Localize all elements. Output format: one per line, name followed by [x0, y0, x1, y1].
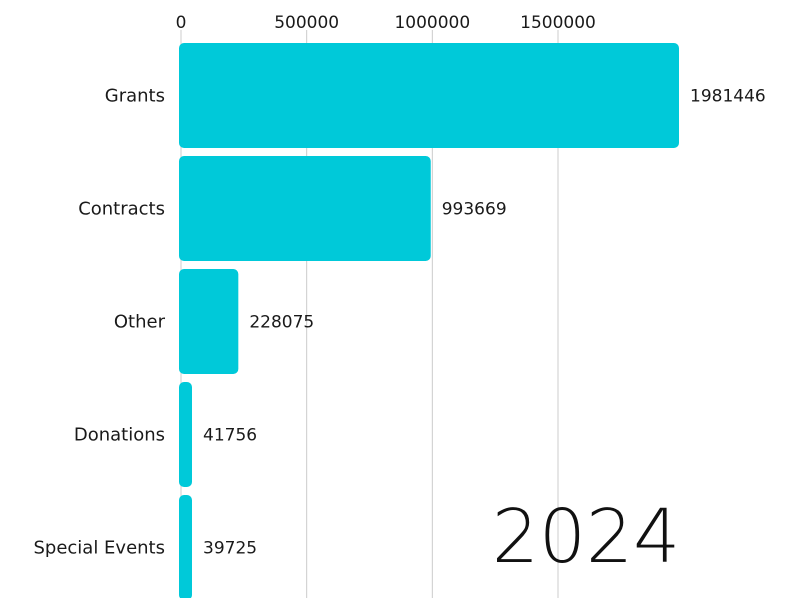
- category-label: Contracts: [78, 199, 165, 220]
- category-label: Donations: [74, 425, 165, 446]
- bar: [179, 43, 679, 148]
- value-label: 39725: [203, 539, 257, 559]
- bar: [179, 269, 239, 374]
- year-label: 2024: [492, 494, 680, 580]
- category-label: Special Events: [33, 538, 165, 559]
- labels-layer: 0 500000 1000000 1500000 Grants 1981446 Contra…: [33, 13, 765, 559]
- value-label: 228075: [249, 313, 314, 333]
- bar: [179, 382, 192, 487]
- x-tick-label: 1000000: [394, 13, 470, 33]
- value-label: 993669: [442, 200, 507, 220]
- x-tick-label: 500000: [274, 13, 339, 33]
- category-label: Grants: [105, 86, 165, 107]
- x-tick-label: 1500000: [520, 13, 596, 33]
- bars-layer: [179, 43, 679, 598]
- category-label: Other: [114, 312, 166, 333]
- value-label: 41756: [203, 426, 257, 446]
- x-tick-label: 0: [176, 13, 187, 33]
- bar: [179, 495, 192, 598]
- bar: [179, 156, 431, 261]
- value-label: 1981446: [690, 87, 766, 107]
